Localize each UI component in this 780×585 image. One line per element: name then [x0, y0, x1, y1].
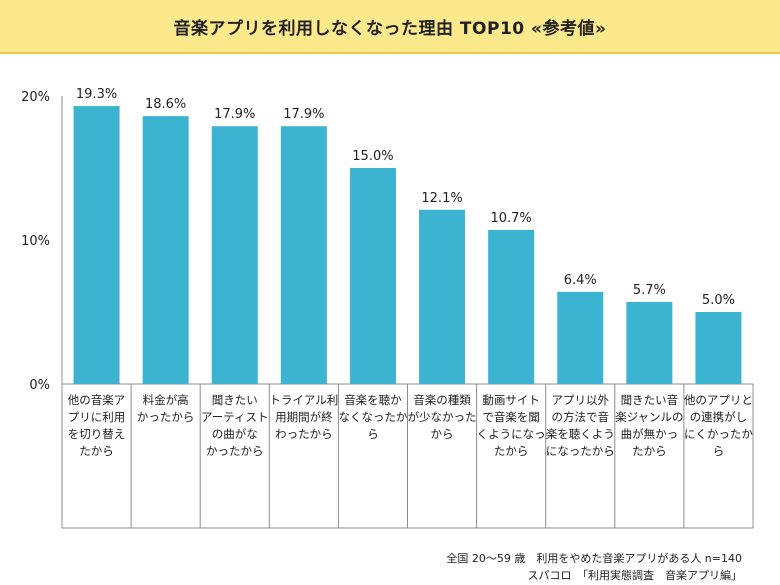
bar: [695, 312, 742, 384]
bar: [142, 116, 189, 384]
bar: [488, 229, 535, 384]
category-label: たから: [632, 444, 667, 458]
bar-value-label: 12.1%: [421, 191, 462, 206]
footer-sample-note: 全国 20～59 歳 利用をやめた音楽アプリがある人 n=140: [446, 552, 742, 565]
category-label: トライアル利: [269, 393, 338, 407]
title-bar: 音楽アプリを利用しなくなった理由 TOP10 «参考値»: [0, 0, 780, 54]
bar: [419, 209, 466, 384]
category-label: で音楽を聞: [482, 410, 540, 424]
category-label: から: [431, 427, 454, 441]
bar-value-label: 17.9%: [283, 107, 324, 122]
category-label: の連携がし: [690, 410, 748, 424]
category-label: プリに利用: [68, 410, 126, 424]
category-label: たから: [494, 444, 529, 458]
bar-value-label: 18.6%: [145, 97, 186, 112]
y-tick-label: 20%: [21, 90, 50, 105]
bar-value-label: 19.3%: [76, 87, 117, 102]
category-label: たから: [79, 444, 114, 458]
chart-title: 音楽アプリを利用しなくなった理由 TOP10 «参考値»: [173, 18, 607, 39]
category-label: ら: [367, 427, 379, 441]
bar-value-label: 5.0%: [702, 293, 735, 308]
bar: [349, 168, 396, 384]
y-tick-label: 10%: [21, 234, 50, 249]
category-label: を切り替え: [68, 427, 126, 441]
category-label: 曲が無かっ: [621, 427, 679, 441]
bar-value-label: 10.7%: [490, 211, 531, 226]
category-label: にくかったか: [684, 427, 753, 441]
footer-source: スパコロ 「利用実態調査 音楽アプリ編」: [527, 569, 743, 582]
category-label: 料金が高: [143, 393, 189, 407]
bar: [626, 301, 673, 384]
bar-value-label: 5.7%: [633, 283, 666, 298]
bar: [557, 291, 604, 384]
category-label: 音楽を聴か: [344, 393, 402, 407]
category-label: ら: [713, 444, 725, 458]
y-tick-label: 0%: [29, 378, 50, 393]
category-label: 聞きたい: [212, 393, 258, 407]
category-label: 音楽の種類: [413, 393, 471, 407]
category-label: アプリ以外: [552, 393, 610, 407]
category-label: わったから: [275, 427, 333, 441]
category-label: 聞きたい音: [621, 393, 679, 407]
category-label: なくなったか: [338, 410, 407, 424]
bar: [211, 126, 258, 385]
category-label: の方法で音: [552, 410, 610, 424]
bar-value-label: 6.4%: [564, 273, 597, 288]
category-label: 他のアプリと: [684, 393, 753, 407]
category-label: アーティスト: [201, 410, 269, 424]
bar-value-label: 17.9%: [214, 107, 255, 122]
category-label: になったから: [546, 444, 615, 458]
category-label: かったから: [206, 444, 264, 458]
bar: [73, 106, 120, 384]
category-label: かったから: [137, 410, 195, 424]
category-label: 楽を聴くよう: [546, 427, 615, 441]
category-label: 楽ジャンルの: [615, 410, 683, 424]
category-label: の曲がな: [212, 427, 258, 441]
category-label: くようになっ: [477, 427, 546, 441]
bar-value-label: 15.0%: [352, 149, 393, 164]
category-label: 用期間が終: [275, 410, 333, 424]
category-label: 他の音楽ア: [68, 393, 126, 407]
category-label: が少なかった: [408, 410, 477, 424]
bar: [280, 126, 327, 385]
category-label: 動画サイト: [482, 393, 540, 407]
